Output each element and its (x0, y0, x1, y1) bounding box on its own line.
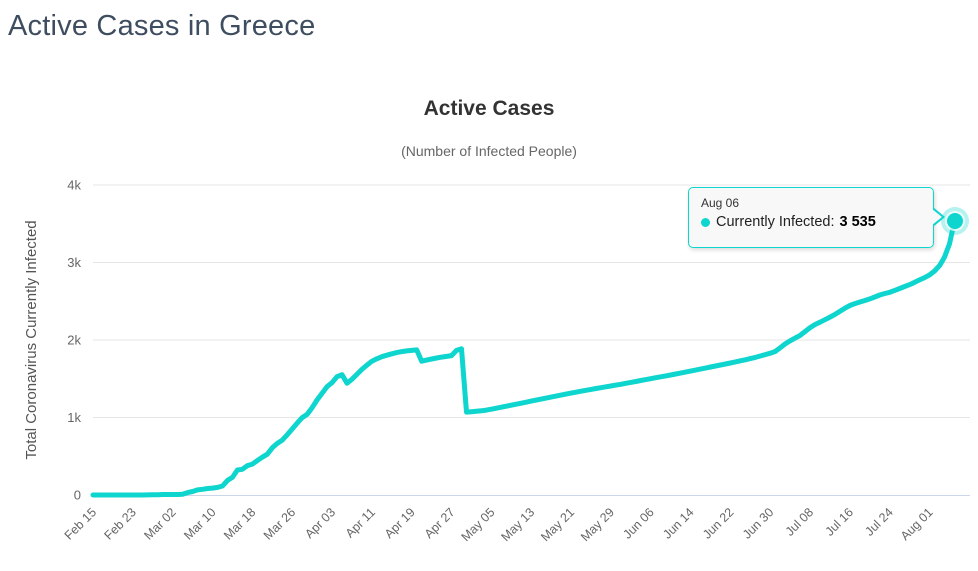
page-title: Active Cases in Greece (8, 10, 316, 42)
x-tick-label: Mar 18 (221, 505, 258, 542)
x-tick-label: Apr 19 (382, 505, 418, 541)
x-tick-label: Jul 16 (823, 505, 857, 539)
x-tick-label: Feb 15 (62, 505, 99, 542)
x-tick-label: May 29 (578, 505, 617, 544)
x-tick-label: May 13 (498, 505, 537, 544)
y-tick-label: 0 (74, 488, 81, 503)
tooltip-arrow-fill (932, 209, 942, 225)
chart-subtitle: (Number of Infected People) (401, 143, 577, 159)
x-tick-label: Apr 27 (422, 505, 458, 541)
series-marker-icon (701, 217, 710, 227)
x-tick-label: May 05 (459, 505, 498, 544)
last-point-marker[interactable] (946, 213, 963, 230)
y-axis-title: Total Coronavirus Currently Infected (23, 220, 40, 459)
tooltip-row: Currently Infected: 3 535 (701, 214, 921, 230)
series-line-currently-infected[interactable] (90, 218, 957, 498)
y-tick-label: 3k (67, 255, 81, 270)
chart-tooltip: Aug 06 Currently Infected: 3 535 (688, 187, 945, 248)
x-tick-label: Apr 11 (343, 505, 378, 540)
x-tick-label: Jun 30 (740, 505, 776, 541)
x-tick-label: Jun 22 (700, 505, 736, 541)
y-tick-label: 2k (67, 333, 81, 348)
y-tick-label: 1k (67, 410, 81, 425)
chart-title: Active Cases (423, 97, 555, 120)
tooltip-series-label: Currently Infected: (716, 214, 835, 230)
x-tick-label: Apr 03 (302, 505, 338, 541)
tooltip-date: Aug 06 (701, 196, 740, 210)
x-tick-label: Aug 01 (898, 505, 936, 543)
y-tick-label: 4k (67, 178, 81, 193)
tooltip-value: 3 535 (839, 214, 876, 230)
x-tick-label: Feb 23 (102, 505, 139, 542)
x-tick-label: Mar 26 (261, 505, 298, 542)
x-tick-label: May 21 (538, 505, 577, 544)
x-tick-label: Jun 14 (660, 505, 696, 541)
x-tick-label: Mar 10 (181, 505, 218, 542)
x-tick-label: Jun 06 (620, 505, 656, 541)
x-tick-label: Jul 08 (783, 505, 817, 539)
x-tick-label: Mar 02 (141, 505, 178, 542)
x-tick-label: Jul 24 (862, 505, 896, 539)
